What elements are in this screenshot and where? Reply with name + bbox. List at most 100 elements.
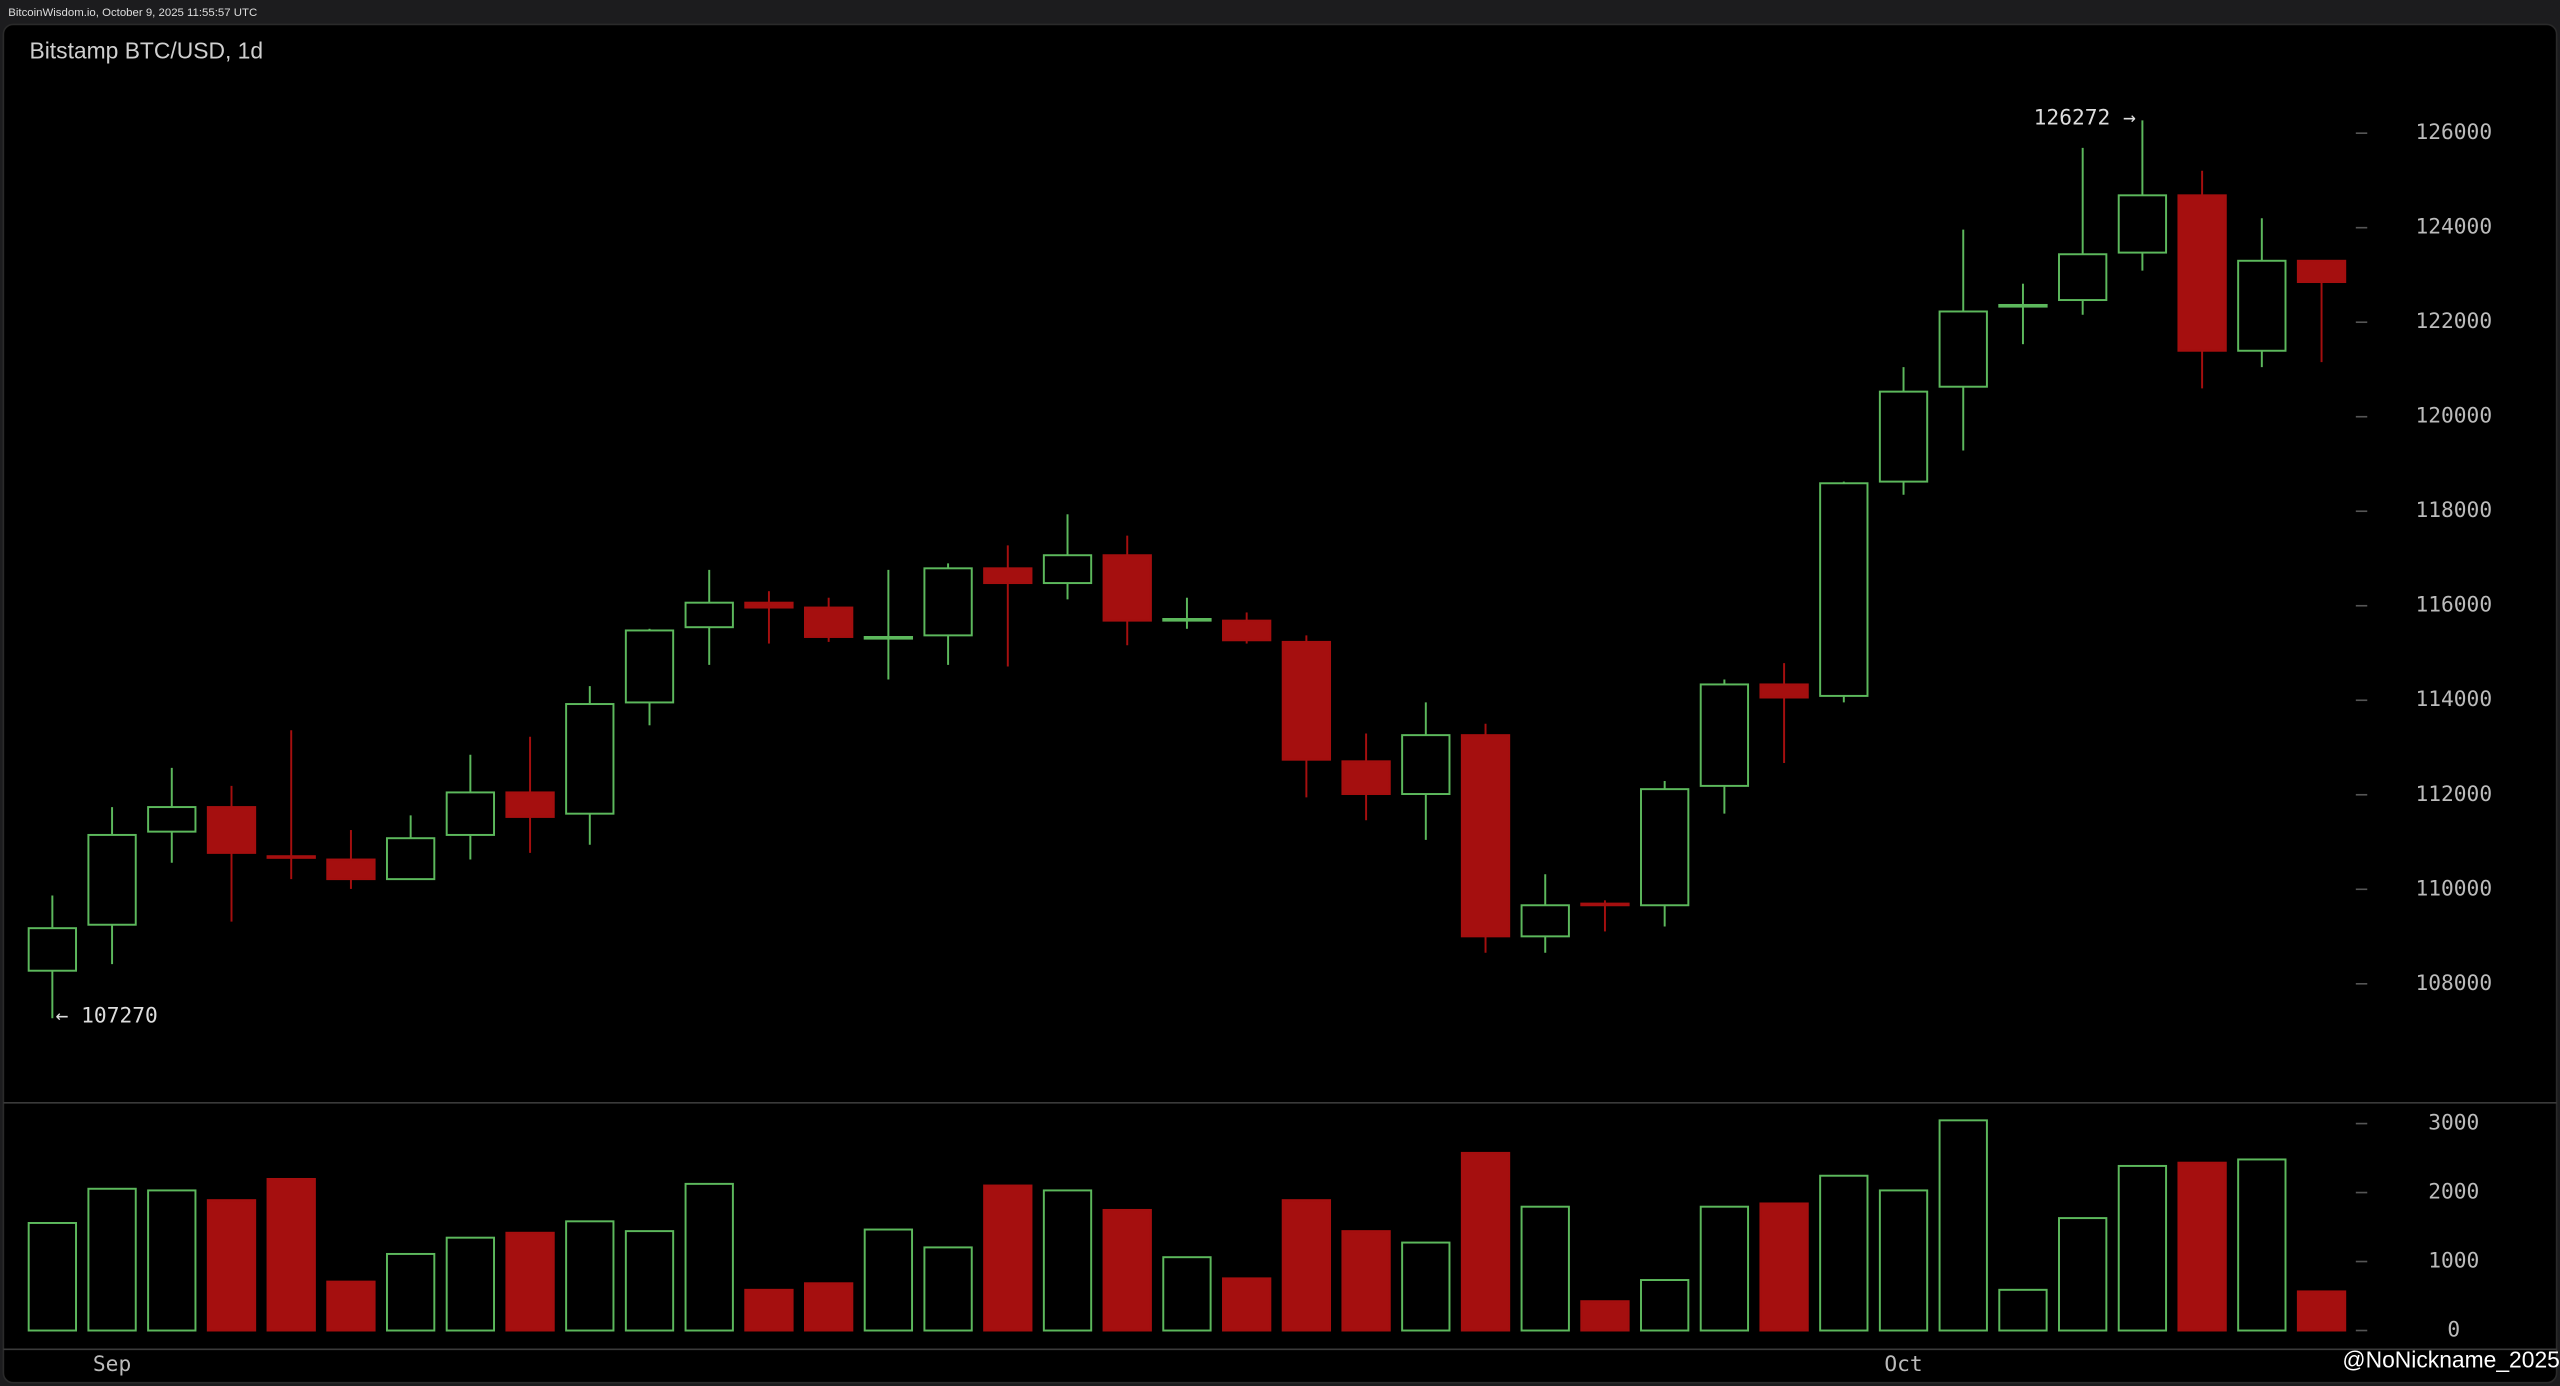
volume-bar <box>1580 1300 1630 1332</box>
watermark: @NoNickname_2025 <box>2342 1347 2559 1373</box>
low-annotation: ← 107270 <box>56 1004 158 1029</box>
candle-body <box>27 927 78 972</box>
volume-bar <box>863 1228 914 1332</box>
candle-body <box>2237 259 2287 352</box>
candle-body <box>1401 734 1451 795</box>
y-tick-label: 112000 <box>2415 782 2492 807</box>
volume-bar <box>1938 1119 1988 1332</box>
chart-panel <box>2 23 2558 1384</box>
volume-bar <box>1460 1151 1511 1332</box>
header-text: BitcoinWisdom.io, October 9, 2025 11:55:… <box>8 7 257 19</box>
volume-bar <box>147 1189 197 1332</box>
volume-y-tick-label: 3000 <box>2428 1111 2479 1136</box>
volume-y-tick-label: 0 <box>2447 1318 2460 1343</box>
volume-bar <box>1102 1208 1152 1332</box>
volume-bar <box>2237 1158 2287 1332</box>
volume-bar <box>326 1280 376 1332</box>
volume-bar <box>1819 1174 1869 1332</box>
volume-bar <box>206 1199 257 1332</box>
candle-body <box>744 601 794 609</box>
volume-bar <box>744 1288 794 1332</box>
candle-body <box>2296 259 2347 284</box>
high-annotation: 126272 → <box>2034 106 2136 131</box>
candle-body <box>147 806 197 833</box>
candle-body <box>923 567 973 637</box>
candle-body <box>2177 194 2227 352</box>
volume-bar <box>1998 1288 2048 1332</box>
candle-body <box>1580 902 1630 907</box>
volume-bar <box>1341 1230 1391 1332</box>
volume-bar <box>266 1177 316 1332</box>
volume-bar <box>2117 1164 2168 1332</box>
candle-body <box>87 833 137 926</box>
volume-bar <box>87 1187 137 1332</box>
candle-body <box>1102 554 1152 622</box>
candle-body <box>1460 734 1511 938</box>
y-tick-label: 124000 <box>2415 215 2492 240</box>
candle-body <box>385 837 436 881</box>
candle-body <box>1222 619 1272 642</box>
volume-bar <box>2296 1290 2347 1332</box>
volume-bar <box>1699 1205 1750 1332</box>
volume-bar <box>27 1221 78 1332</box>
volume-bar <box>2177 1161 2227 1332</box>
volume-bar <box>1640 1279 1690 1332</box>
candle-body <box>1819 482 1869 697</box>
volume-bar <box>1878 1189 1929 1332</box>
y-tick-label: 126000 <box>2415 120 2492 145</box>
volume-bar <box>684 1182 734 1332</box>
volume-y-tick-label: 1000 <box>2428 1249 2479 1274</box>
volume-bar <box>1520 1205 1570 1332</box>
candle-body <box>1699 683 1750 787</box>
candle-body <box>206 806 257 854</box>
candle-body <box>684 601 734 629</box>
candle-body <box>326 858 376 881</box>
volume-bar <box>804 1282 854 1332</box>
candle-body <box>1998 303 2048 308</box>
y-tick-label: 120000 <box>2415 404 2492 429</box>
candle-body <box>445 791 496 836</box>
candle-body <box>1520 904 1570 938</box>
volume-bar <box>1222 1277 1272 1332</box>
volume-bar <box>624 1230 675 1332</box>
y-tick-label: 122000 <box>2415 309 2492 334</box>
volume-bar <box>1281 1199 1332 1332</box>
volume-bar <box>2058 1217 2108 1332</box>
volume-bar <box>445 1236 496 1332</box>
candle-body <box>505 791 555 818</box>
candle-body <box>804 606 854 638</box>
y-tick-label: 114000 <box>2415 687 2492 712</box>
candle-body <box>2117 194 2168 254</box>
candle-body <box>624 629 675 704</box>
volume-bar <box>565 1220 615 1332</box>
candle-body <box>1281 640 1332 761</box>
candle-body <box>863 636 914 640</box>
candle-body <box>1938 310 1988 388</box>
candle-body <box>1878 390 1929 483</box>
candle-body <box>1341 760 1391 795</box>
candle-body <box>1042 554 1093 585</box>
candle-body <box>2058 253 2108 302</box>
candle-body <box>983 567 1033 585</box>
y-tick-label: 108000 <box>2415 971 2492 996</box>
volume-y-tick-label: 2000 <box>2428 1180 2479 1205</box>
candle-body <box>1759 683 1809 699</box>
volume-bar <box>385 1252 436 1332</box>
x-tick-label: Sep <box>93 1352 131 1377</box>
candle-body <box>266 855 316 859</box>
chart-title: Bitstamp BTC/USD, 1d <box>29 37 263 63</box>
y-tick-label: 110000 <box>2415 876 2492 901</box>
volume-bar <box>983 1184 1033 1332</box>
volume-bar <box>1042 1189 1093 1332</box>
volume-bar <box>1759 1202 1809 1332</box>
volume-bar <box>1162 1256 1212 1332</box>
volume-bar <box>923 1246 973 1332</box>
candle-body <box>1640 788 1690 907</box>
y-tick-label: 116000 <box>2415 593 2492 618</box>
candle-body <box>1162 617 1212 622</box>
candle-body <box>565 703 615 815</box>
volume-bar <box>505 1231 555 1332</box>
volume-bar <box>1401 1241 1451 1332</box>
